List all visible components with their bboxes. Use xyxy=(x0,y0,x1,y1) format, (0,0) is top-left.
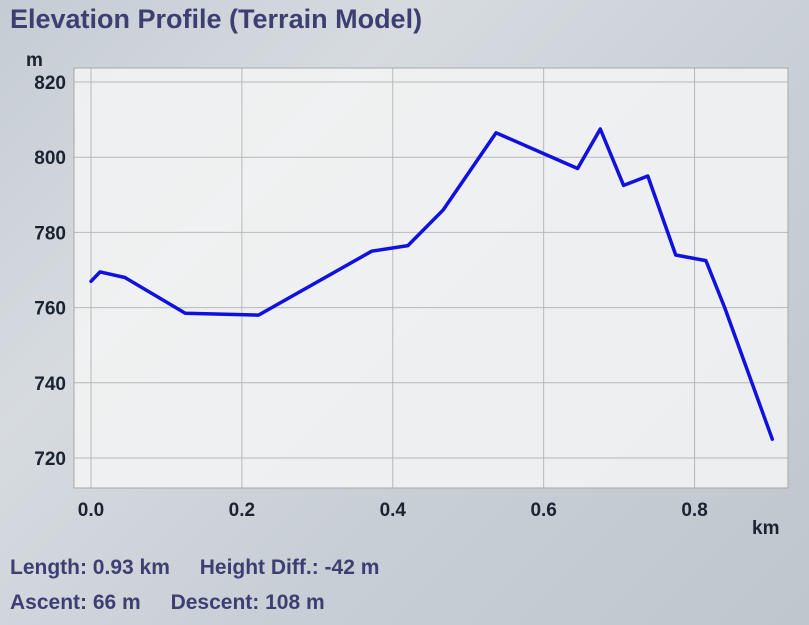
plot-border xyxy=(73,67,789,489)
length-stat: Length: 0.93 km xyxy=(10,556,170,579)
y-tick-label: 820 xyxy=(34,73,66,94)
height-diff-stat: Height Diff.: -42 m xyxy=(199,556,380,579)
y-tick-label: 760 xyxy=(34,299,66,320)
y-tick-label: 780 xyxy=(34,223,66,244)
stats-row-1: Length: 0.93 km Height Diff.: -42 m xyxy=(10,556,403,580)
y-tick-label: 720 xyxy=(34,449,66,470)
elevation-chart: 0.0 0.2 0.4 0.6 0.8 820 800 780 760 740 720 xyxy=(34,67,789,521)
x-tick-label: 0.8 xyxy=(681,500,707,521)
plot-area xyxy=(74,68,788,488)
x-axis-unit: km xyxy=(752,518,780,539)
y-axis-unit: m xyxy=(26,50,43,71)
descent-stat: Descent: 108 m xyxy=(170,591,325,614)
x-tick-label: 0.6 xyxy=(530,500,556,521)
chart-title: Elevation Profile (Terrain Model) xyxy=(10,4,423,34)
y-tick-label: 740 xyxy=(34,374,66,395)
x-tick-label: 0.4 xyxy=(380,500,407,521)
stats-row-2: Ascent: 66 m Descent: 108 m xyxy=(10,591,349,615)
ascent-stat: Ascent: 66 m xyxy=(10,591,141,614)
x-tick-label: 0.2 xyxy=(229,500,255,521)
x-tick-label: 0.0 xyxy=(78,500,104,521)
y-tick-label: 800 xyxy=(34,148,66,169)
elevation-line xyxy=(89,127,775,441)
